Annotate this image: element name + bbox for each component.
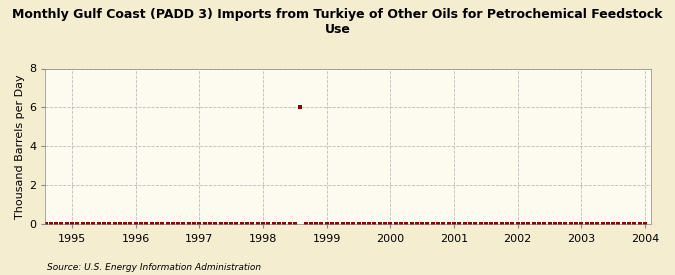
Text: Source: U.S. Energy Information Administration: Source: U.S. Energy Information Administ…: [47, 263, 261, 272]
Text: Monthly Gulf Coast (PADD 3) Imports from Turkiye of Other Oils for Petrochemical: Monthly Gulf Coast (PADD 3) Imports from…: [12, 8, 663, 36]
Y-axis label: Thousand Barrels per Day: Thousand Barrels per Day: [15, 74, 25, 219]
